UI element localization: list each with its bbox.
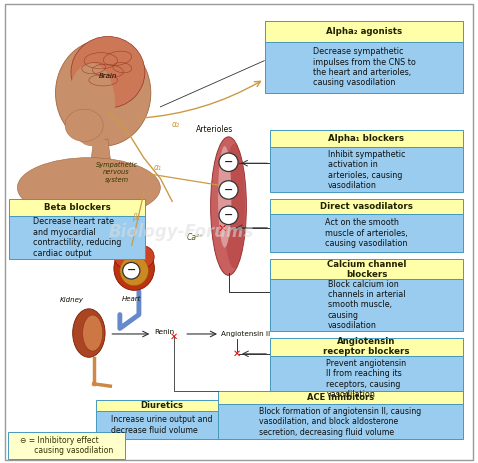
Circle shape (219, 206, 238, 225)
Text: α₂: α₂ (172, 120, 180, 129)
Text: Direct vasodilators: Direct vasodilators (320, 202, 413, 211)
Ellipse shape (114, 246, 137, 268)
Text: Angiotensin
receptor blockers: Angiotensin receptor blockers (323, 337, 410, 357)
Text: ✕: ✕ (170, 332, 178, 342)
FancyBboxPatch shape (270, 259, 463, 279)
Text: Renin: Renin (155, 329, 175, 335)
Text: ACE inhibitors: ACE inhibitors (307, 393, 374, 402)
Text: Block formation of angiotensin II, causing
vasodilation, and block aldosterone
s: Block formation of angiotensin II, causi… (259, 407, 422, 437)
FancyBboxPatch shape (4, 4, 474, 460)
Text: ✕: ✕ (233, 349, 241, 359)
Ellipse shape (131, 246, 154, 268)
FancyBboxPatch shape (270, 279, 463, 331)
Ellipse shape (67, 63, 115, 146)
Ellipse shape (55, 40, 151, 146)
Polygon shape (89, 139, 113, 178)
Text: Angiotensin II: Angiotensin II (221, 331, 270, 337)
Text: Prevent angiotensin
II from reaching its
receptors, causing
vasodilation: Prevent angiotensin II from reaching its… (326, 359, 407, 399)
Ellipse shape (135, 237, 143, 252)
FancyBboxPatch shape (270, 147, 463, 192)
Ellipse shape (73, 309, 105, 357)
Text: Ca²⁺: Ca²⁺ (186, 232, 204, 242)
FancyBboxPatch shape (96, 411, 227, 439)
Text: Decrease heart rate
and myocardial
contractility, reducing
cardiac output: Decrease heart rate and myocardial contr… (33, 218, 121, 258)
Ellipse shape (128, 237, 135, 250)
Ellipse shape (218, 146, 231, 248)
FancyBboxPatch shape (265, 21, 463, 42)
Text: Biology-Forums: Biology-Forums (109, 223, 254, 240)
Text: β₁: β₁ (131, 213, 140, 222)
Ellipse shape (120, 256, 149, 286)
Ellipse shape (17, 157, 160, 218)
Circle shape (219, 153, 238, 171)
Text: Inhibit sympathetic
activation in
arterioles, causing
vasodilation: Inhibit sympathetic activation in arteri… (328, 150, 405, 190)
FancyBboxPatch shape (9, 216, 145, 259)
Text: α₁: α₁ (154, 163, 162, 172)
Ellipse shape (27, 183, 122, 238)
Ellipse shape (114, 246, 154, 290)
Ellipse shape (224, 144, 245, 269)
Text: Block calcium ion
channels in arterial
smooth muscle,
causing
vasodilation: Block calcium ion channels in arterial s… (328, 280, 405, 330)
Text: ⊖ = Inhibitory effect
      causing vasodilation: ⊖ = Inhibitory effect causing vasodilati… (20, 436, 113, 455)
Text: Beta blockers: Beta blockers (44, 203, 110, 212)
FancyBboxPatch shape (8, 432, 125, 459)
Text: Kidney: Kidney (60, 297, 84, 303)
Text: Sympathetic
nervous
system: Sympathetic nervous system (96, 163, 138, 182)
FancyBboxPatch shape (217, 391, 463, 404)
FancyBboxPatch shape (270, 130, 463, 147)
Text: Calcium channel
blockers: Calcium channel blockers (327, 260, 406, 279)
FancyBboxPatch shape (265, 42, 463, 93)
Text: ✕: ✕ (217, 224, 227, 234)
Text: −: − (127, 265, 136, 275)
Text: Increase urine output and
decrease fluid volume: Increase urine output and decrease fluid… (111, 415, 212, 435)
Text: Heart: Heart (122, 296, 141, 302)
Text: Brain: Brain (99, 73, 117, 79)
FancyBboxPatch shape (270, 214, 463, 252)
Circle shape (123, 263, 140, 279)
Text: Diuretics: Diuretics (140, 401, 183, 410)
FancyBboxPatch shape (270, 199, 463, 214)
FancyBboxPatch shape (270, 338, 463, 356)
FancyBboxPatch shape (9, 199, 145, 216)
Ellipse shape (71, 37, 145, 108)
Text: Decrease sympathetic
impulses from the CNS to
the heart and arterioles,
causing : Decrease sympathetic impulses from the C… (313, 47, 415, 88)
FancyBboxPatch shape (96, 400, 227, 411)
Circle shape (219, 181, 238, 199)
Text: −: − (224, 184, 233, 194)
FancyBboxPatch shape (217, 404, 463, 439)
FancyBboxPatch shape (270, 356, 463, 402)
Text: Alpha₁ blockers: Alpha₁ blockers (328, 134, 404, 143)
Text: Arterioles: Arterioles (196, 125, 233, 133)
Text: Alpha₂ agonists: Alpha₂ agonists (326, 27, 402, 36)
Ellipse shape (83, 315, 103, 351)
Text: −: − (224, 157, 233, 167)
Ellipse shape (65, 109, 103, 142)
Ellipse shape (211, 137, 246, 275)
Text: Act on the smooth
muscle of arterioles,
causing vasodilation: Act on the smooth muscle of arterioles, … (325, 218, 408, 248)
Text: −: − (224, 210, 233, 220)
